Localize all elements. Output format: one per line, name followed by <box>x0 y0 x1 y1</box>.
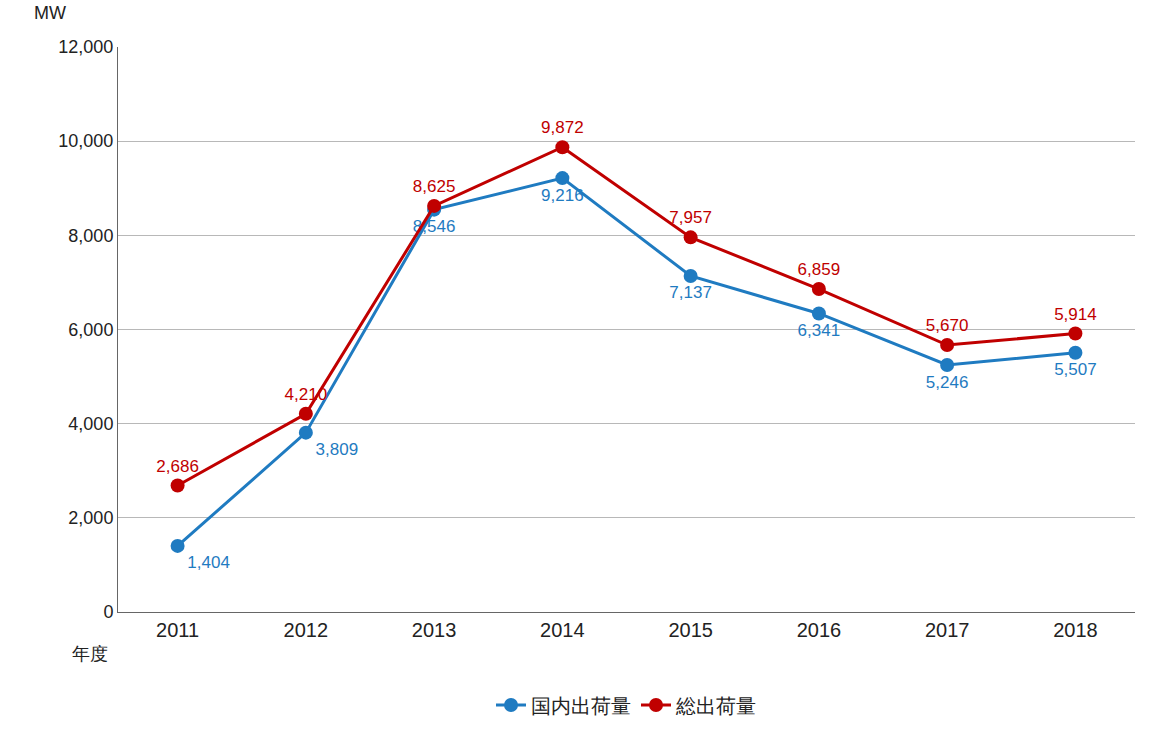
svg-text:3,809: 3,809 <box>316 440 359 459</box>
svg-text:4,210: 4,210 <box>285 385 328 404</box>
svg-text:国内出荷量: 国内出荷量 <box>531 695 631 717</box>
svg-text:MW: MW <box>34 3 66 23</box>
svg-text:6,000: 6,000 <box>68 320 113 340</box>
svg-text:2014: 2014 <box>540 619 585 641</box>
svg-text:年度: 年度 <box>72 644 108 664</box>
svg-text:2,000: 2,000 <box>68 508 113 528</box>
svg-text:8,546: 8,546 <box>413 217 456 236</box>
svg-text:2011: 2011 <box>156 619 199 641</box>
svg-text:8,000: 8,000 <box>68 226 113 246</box>
svg-text:2017: 2017 <box>925 619 970 641</box>
svg-text:5,246: 5,246 <box>926 373 969 392</box>
svg-text:10,000: 10,000 <box>58 131 113 151</box>
svg-text:2,686: 2,686 <box>156 457 199 476</box>
svg-text:9,872: 9,872 <box>541 118 584 137</box>
svg-text:12,000: 12,000 <box>58 37 113 57</box>
svg-text:6,859: 6,859 <box>798 260 841 279</box>
svg-text:9,216: 9,216 <box>541 186 584 205</box>
svg-text:4,000: 4,000 <box>68 414 113 434</box>
svg-text:7,957: 7,957 <box>669 208 712 227</box>
svg-text:2015: 2015 <box>668 619 713 641</box>
svg-text:5,914: 5,914 <box>1054 305 1097 324</box>
svg-text:1,404: 1,404 <box>187 553 230 572</box>
svg-text:総出荷量: 総出荷量 <box>675 695 756 717</box>
svg-text:2012: 2012 <box>284 619 329 641</box>
svg-text:5,507: 5,507 <box>1054 360 1097 379</box>
svg-text:2013: 2013 <box>412 619 457 641</box>
svg-text:7,137: 7,137 <box>669 283 712 302</box>
svg-text:6,341: 6,341 <box>798 321 841 340</box>
svg-text:8,625: 8,625 <box>413 177 456 196</box>
svg-text:2016: 2016 <box>797 619 842 641</box>
svg-text:0: 0 <box>103 602 113 622</box>
svg-text:5,670: 5,670 <box>926 316 969 335</box>
svg-text:2018: 2018 <box>1053 619 1098 641</box>
